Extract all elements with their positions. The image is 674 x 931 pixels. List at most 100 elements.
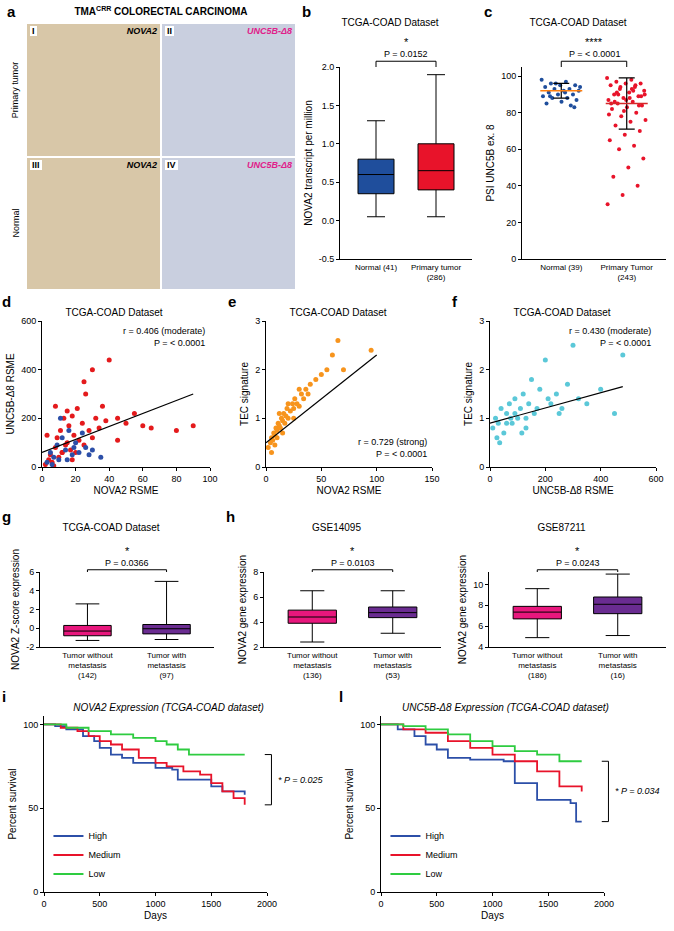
svg-text:600: 600	[21, 316, 36, 326]
svg-text:Percent survival: Percent survival	[344, 768, 355, 839]
svg-text:8: 8	[253, 567, 258, 577]
svg-text:TCGA-COAD Dataset: TCGA-COAD Dataset	[513, 307, 610, 318]
svg-text:P = < 0.0001: P = < 0.0001	[569, 49, 620, 59]
svg-text:80: 80	[171, 474, 181, 484]
svg-text:-2: -2	[26, 642, 34, 652]
svg-text:1500: 1500	[538, 899, 558, 909]
svg-text:NOVA2 gene expression: NOVA2 gene expression	[237, 555, 248, 664]
svg-text:10: 10	[473, 580, 483, 590]
svg-text:P = 0.0103: P = 0.0103	[331, 558, 375, 568]
svg-text:60: 60	[506, 144, 516, 154]
svg-text:0: 0	[479, 462, 484, 472]
svg-text:TEC signature: TEC signature	[463, 362, 474, 426]
svg-text:2000: 2000	[257, 899, 277, 909]
svg-text:* P = 0.034: * P = 0.034	[615, 786, 659, 796]
svg-text:2.0: 2.0	[322, 62, 335, 72]
svg-text:High: High	[425, 831, 444, 841]
svg-text:Tumor withmetastasis(16): Tumor withmetastasis(16)	[598, 651, 637, 681]
svg-text:0: 0	[39, 474, 44, 484]
svg-text:20: 20	[506, 218, 516, 228]
svg-text:Tumor withmetastasis(53): Tumor withmetastasis(53)	[373, 651, 412, 681]
svg-text:0: 0	[31, 462, 36, 472]
svg-text:Medium: Medium	[425, 850, 457, 860]
svg-text:6: 6	[478, 621, 483, 631]
svg-text:*: *	[575, 545, 580, 557]
svg-text:100: 100	[501, 71, 516, 81]
svg-text:1000: 1000	[145, 899, 165, 909]
svg-text:NOVA2 Expression (TCGA-COAD da: NOVA2 Expression (TCGA-COAD dataset)	[73, 702, 264, 713]
svg-text:Days: Days	[481, 910, 504, 921]
svg-text:Normal (41): Normal (41)	[355, 263, 398, 272]
svg-text:TCGA-COAD Dataset: TCGA-COAD Dataset	[62, 522, 159, 533]
svg-text:2: 2	[479, 365, 484, 375]
svg-text:TCGA-COAD Dataset: TCGA-COAD Dataset	[341, 17, 438, 28]
svg-text:*: *	[404, 36, 409, 48]
svg-text:1000: 1000	[482, 899, 502, 909]
svg-text:150: 150	[424, 474, 439, 484]
svg-text:0: 0	[263, 474, 268, 484]
svg-text:* P = 0.025: * P = 0.025	[278, 775, 323, 785]
svg-text:Tumor withoutmetastasis(136): Tumor withoutmetastasis(136)	[287, 651, 338, 681]
svg-text:TCGA-COAD Dataset: TCGA-COAD Dataset	[529, 17, 626, 28]
svg-text:NOVA2 transcript per million: NOVA2 transcript per million	[303, 100, 314, 225]
svg-text:50: 50	[316, 474, 326, 484]
svg-text:Medium: Medium	[88, 850, 120, 860]
svg-text:Percent survival: Percent survival	[7, 768, 18, 839]
svg-text:1.0: 1.0	[322, 139, 335, 149]
svg-text:50: 50	[28, 803, 38, 813]
svg-text:1.5: 1.5	[322, 101, 335, 111]
svg-text:0: 0	[255, 462, 260, 472]
svg-text:200: 200	[538, 474, 553, 484]
svg-text:P = 0.0366: P = 0.0366	[105, 558, 149, 568]
svg-text:Low: Low	[88, 869, 105, 879]
svg-text:r = 0.430 (moderate)P = < 0.00: r = 0.430 (moderate)P = < 0.0001	[569, 326, 651, 348]
svg-text:0: 0	[378, 899, 383, 909]
svg-text:P = 0.0243: P = 0.0243	[556, 558, 600, 568]
svg-text:Tumor withmetastasis(97): Tumor withmetastasis(97)	[147, 651, 186, 681]
svg-text:8: 8	[478, 600, 483, 610]
svg-text:1: 1	[255, 413, 260, 423]
svg-text:100: 100	[23, 720, 38, 730]
svg-text:3: 3	[479, 316, 484, 326]
svg-text:Days: Days	[144, 910, 167, 921]
svg-text:NOVA2 RSME: NOVA2 RSME	[317, 485, 382, 496]
svg-text:100: 100	[369, 474, 384, 484]
svg-text:0.5: 0.5	[322, 177, 335, 187]
svg-text:400: 400	[21, 365, 36, 375]
svg-text:0: 0	[29, 623, 34, 633]
svg-text:-0.5: -0.5	[319, 254, 335, 264]
svg-text:600: 600	[648, 474, 663, 484]
svg-text:200: 200	[21, 413, 36, 423]
svg-text:4: 4	[29, 586, 34, 596]
svg-text:2000: 2000	[594, 899, 614, 909]
svg-text:6: 6	[253, 592, 258, 602]
svg-text:TCGA-COAD Dataset: TCGA-COAD Dataset	[65, 307, 162, 318]
svg-text:*: *	[125, 545, 130, 557]
svg-text:Tumor withoutmetastasis(142): Tumor withoutmetastasis(142)	[62, 651, 113, 681]
svg-text:0: 0	[33, 887, 38, 897]
svg-text:4: 4	[478, 642, 483, 652]
svg-text:r = 0.729 (strong)P = < 0.0001: r = 0.729 (strong)P = < 0.0001	[358, 437, 427, 459]
svg-text:6: 6	[29, 567, 34, 577]
svg-text:0.0: 0.0	[322, 216, 335, 226]
svg-text:50: 50	[365, 803, 375, 813]
svg-text:Primary Tumor(243): Primary Tumor(243)	[601, 263, 654, 282]
svg-text:2: 2	[29, 605, 34, 615]
svg-text:1500: 1500	[201, 899, 221, 909]
svg-text:3: 3	[255, 316, 260, 326]
svg-text:UNC5B-Δ8 Expression (TCGA-COAD: UNC5B-Δ8 Expression (TCGA-COAD dataset)	[402, 702, 609, 713]
svg-text:UNC5B-Δ8 RSME: UNC5B-Δ8 RSME	[532, 485, 613, 496]
svg-text:PSI UNC5B ex. 8: PSI UNC5B ex. 8	[485, 124, 496, 202]
svg-text:40: 40	[104, 474, 114, 484]
svg-text:GSE87211: GSE87211	[537, 522, 586, 533]
svg-text:*: *	[350, 545, 355, 557]
svg-text:UNC5B-Δ8 RSME: UNC5B-Δ8 RSME	[5, 353, 16, 434]
svg-text:20: 20	[71, 474, 81, 484]
svg-text:0: 0	[511, 254, 516, 264]
svg-text:0: 0	[487, 474, 492, 484]
svg-text:Low: Low	[425, 869, 442, 879]
svg-text:****: ****	[585, 36, 603, 48]
svg-text:80: 80	[506, 108, 516, 118]
svg-text:500: 500	[429, 899, 444, 909]
svg-text:100: 100	[360, 720, 375, 730]
